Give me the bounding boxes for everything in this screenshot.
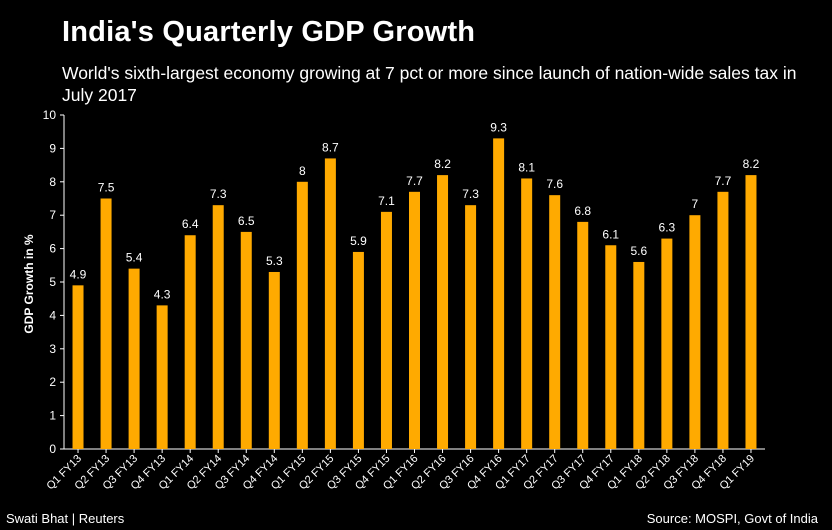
- bar-value-label: 8.7: [322, 140, 339, 154]
- bar-value-label: 5.9: [350, 234, 367, 248]
- bar-value-label: 8.1: [518, 160, 535, 174]
- bar: [605, 245, 617, 449]
- bar: [437, 175, 449, 449]
- y-axis-label: GDP Growth in %: [22, 234, 36, 333]
- bar: [409, 191, 420, 449]
- y-tick-label: 8: [49, 175, 56, 189]
- bar-value-label: 7.5: [98, 181, 115, 195]
- bar: [521, 178, 533, 449]
- bar-value-label: 8.2: [743, 157, 760, 171]
- bar: [184, 235, 196, 449]
- axes: 0 1 2 3 4 5 6 7 8 9 10: [43, 108, 765, 456]
- bar: [717, 191, 729, 449]
- y-tick-label: 1: [49, 409, 56, 423]
- bar-value-label: 6.4: [182, 217, 199, 231]
- bar: [577, 221, 589, 449]
- bar-value-label: 5.6: [630, 244, 647, 258]
- y-tick-label: 9: [49, 141, 56, 155]
- y-tick-label: 0: [49, 442, 56, 456]
- bar-value-label: 7.7: [715, 174, 732, 188]
- bar: [156, 305, 168, 449]
- bar: [352, 251, 364, 449]
- y-tick-label: 4: [49, 308, 56, 322]
- bar-value-label: 9.3: [490, 120, 507, 134]
- bar: [324, 158, 336, 450]
- y-tick-label: 7: [49, 208, 56, 222]
- bar-value-label: 7.3: [210, 187, 227, 201]
- bar: [465, 205, 477, 449]
- bar-value-label: 8.2: [434, 157, 451, 171]
- bars: [72, 138, 757, 450]
- y-tick-label: 10: [43, 108, 57, 122]
- bar-value-label: 5.4: [126, 251, 143, 265]
- bar: [745, 175, 757, 449]
- bar-value-label: 7.6: [546, 177, 563, 191]
- bar: [212, 205, 224, 449]
- bar: [72, 285, 84, 449]
- y-tick-label: 3: [49, 342, 56, 356]
- bar-value-label: 7.7: [406, 174, 423, 188]
- bar: [240, 231, 252, 449]
- bar: [380, 211, 392, 449]
- bar: [633, 261, 645, 449]
- chart-title: India's Quarterly GDP Growth: [62, 16, 476, 48]
- bar-value-label: 7: [692, 197, 699, 211]
- bar-value-label: 8: [299, 164, 306, 178]
- chart-subtitle: World's sixth-largest economy growing at…: [62, 63, 797, 105]
- value-labels: 4.9 7.5 5.4 4.3 6.4 7.3 6.5 5.3 8 8.7 5.9 7.1 7.7 8.2…: [70, 120, 760, 301]
- bar: [661, 238, 673, 449]
- y-tick-label: 5: [49, 275, 56, 289]
- bar-value-label: 7.3: [462, 187, 479, 201]
- bar-value-label: 4.3: [154, 287, 171, 301]
- bar: [689, 215, 701, 449]
- bar: [128, 268, 140, 449]
- bar: [549, 195, 561, 449]
- bar: [100, 198, 112, 449]
- y-tick-label: 2: [49, 375, 56, 389]
- bar: [493, 138, 505, 449]
- byline: Swati Bhat | Reuters: [6, 511, 125, 526]
- bar: [296, 181, 308, 450]
- bar-value-label: 4.9: [70, 267, 87, 281]
- bar-value-label: 6.1: [602, 227, 619, 241]
- bar-value-label: 6.5: [238, 214, 255, 228]
- bar: [268, 271, 280, 449]
- bar-value-label: 5.3: [266, 254, 283, 268]
- bar-value-label: 6.8: [574, 204, 591, 218]
- bar-value-label: 6.3: [659, 221, 676, 235]
- bar-value-label: 7.1: [378, 194, 395, 208]
- y-tick-label: 6: [49, 242, 56, 256]
- source-note: Source: MOSPI, Govt of India: [646, 511, 818, 526]
